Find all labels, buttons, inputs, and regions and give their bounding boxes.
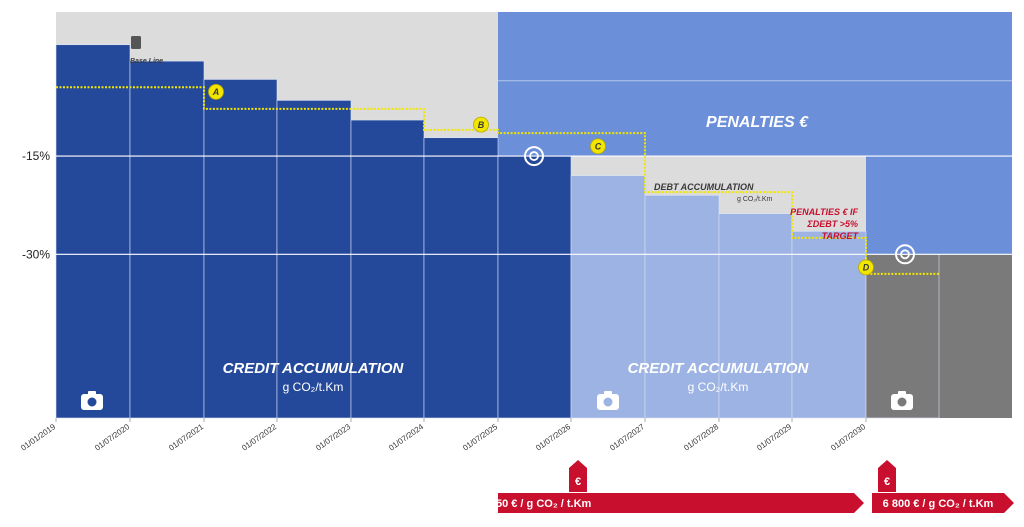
marker-A-label: A [212, 87, 220, 97]
bar-1 [129, 60, 205, 419]
price-arrow-label-1: 6 800 € / g CO₂ / t.Km [883, 498, 994, 510]
debt-accumulation-label: DEBT ACCUMULATION [654, 182, 754, 192]
target-icon-inner [529, 151, 539, 161]
target-icon [895, 244, 915, 265]
price-arrow-label-0: 4 250 € / g CO₂ / t.Km [481, 498, 592, 510]
document-icon [131, 36, 141, 49]
camera-icon-lens [897, 397, 907, 407]
marker-D-label: D [863, 263, 870, 273]
penalties-if-label-2: ΣDEBT >5% [806, 219, 858, 229]
credit-unit-label-2: g CO₂/t.Km [688, 380, 749, 394]
penalties-zone [498, 12, 1012, 157]
bar-3 [276, 100, 352, 419]
penalties-zone-right [866, 156, 1012, 255]
camera-icon-lens [603, 397, 613, 407]
camera-icon-top [898, 391, 906, 395]
marker-B-label: B [478, 120, 485, 130]
bars-layer [55, 44, 940, 419]
x-tick-label: 01/07/2025 [461, 422, 499, 453]
gridlines-layer [56, 80, 1012, 255]
x-tick-label: 01/07/2030 [829, 422, 867, 453]
icons-layer [81, 36, 915, 410]
x-tick-label: 01/07/2021 [167, 422, 205, 453]
x-tick-label: 01/07/2024 [387, 422, 425, 453]
bar-10 [791, 231, 867, 419]
debt-unit-label: g CO₂/t.Km [737, 196, 773, 203]
x-tick-label: 01/07/2027 [608, 422, 646, 453]
bar-7 [570, 175, 646, 419]
x-tick-label: 01/07/2029 [755, 422, 793, 453]
credit-accumulation-label-1: CREDIT ACCUMULATION [223, 360, 405, 377]
target-line [56, 86, 939, 275]
y-tick-label: -30% [22, 247, 50, 261]
y-tick-label: -15% [22, 149, 50, 163]
camera-icon-top [604, 391, 612, 395]
euro-sign-1: € [884, 476, 890, 488]
bar-0 [55, 44, 131, 419]
x-tick-label: 01/01/2019 [19, 422, 57, 453]
price-arrows-layer: 4 250 € / g CO₂ / t.Km €6 800 € / g CO₂ /… [481, 460, 1014, 513]
bar-5 [423, 137, 499, 419]
x-tick-label: 01/07/2020 [93, 422, 131, 453]
euro-marker-1 [878, 460, 896, 492]
bar-8 [644, 195, 720, 419]
credit-unit-label-1: g CO₂/t.Km [283, 380, 344, 394]
bar-11 [865, 253, 940, 419]
bar-9 [718, 213, 793, 419]
penalties-if-label-3: TARGET [822, 231, 860, 241]
camera-icon-top [88, 391, 96, 395]
markers-layer: A B C D [208, 83, 874, 276]
x-tick-layer: 01/01/2019 01/07/2020 01/07/2021 01/07/2022… [19, 418, 868, 453]
target-icon [524, 146, 544, 167]
bar-2 [203, 79, 278, 419]
euro-marker-0 [569, 460, 587, 492]
x-tick-label: 01/07/2023 [314, 422, 352, 453]
marker-A-circle [208, 83, 224, 100]
x-tick-label: 01/07/2028 [682, 422, 720, 453]
target-icon-inner [900, 249, 910, 260]
penalties-label: PENALTIES € [706, 114, 809, 131]
euro-sign-0: € [575, 476, 581, 488]
marker-B-circle [473, 116, 489, 133]
credit-accumulation-label-2: CREDIT ACCUMULATION [628, 360, 810, 377]
marker-D-circle [858, 259, 874, 276]
x-tick-label: 01/07/2022 [240, 422, 278, 453]
marker-C-label: C [595, 141, 602, 151]
target-line-layer [56, 86, 939, 275]
camera-icon-lens [87, 397, 97, 407]
marker-C-circle [590, 138, 606, 155]
penalties-if-label-1: PENALTIES € IF [790, 207, 858, 217]
price-arrow-1 [872, 493, 1014, 513]
bar-6 [497, 155, 572, 419]
x-tick-label: 01/07/2026 [534, 422, 572, 453]
baseline-label: Base Line [130, 58, 163, 65]
price-arrow-0 [498, 493, 864, 513]
